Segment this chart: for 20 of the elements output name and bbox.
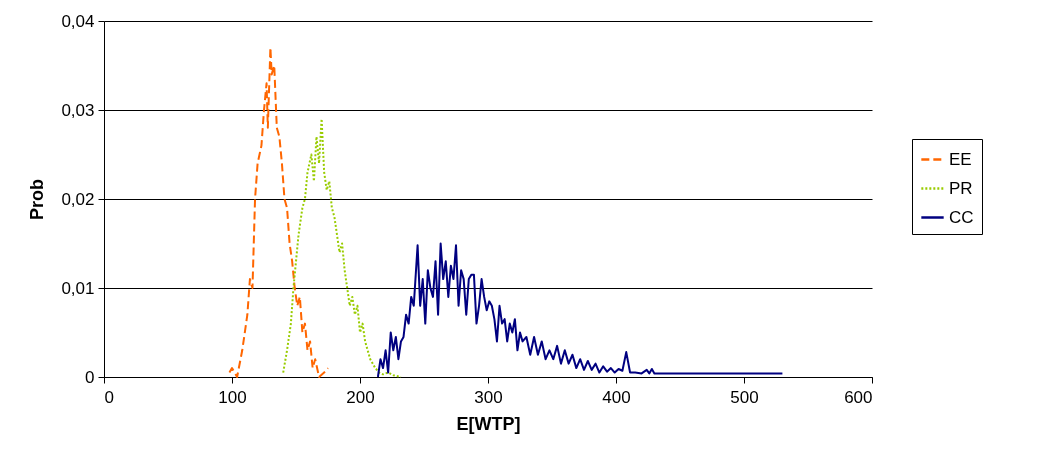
x-tick-label: 100 bbox=[218, 387, 247, 407]
line-series bbox=[376, 242, 784, 378]
y-axis-title: Prob bbox=[27, 178, 48, 221]
x-tick-label: 500 bbox=[730, 387, 759, 407]
x-tick-label: 400 bbox=[602, 387, 631, 407]
legend-label: CC bbox=[949, 207, 974, 227]
x-axis-title: E[WTP] bbox=[456, 413, 521, 434]
x-tick-label: 300 bbox=[474, 387, 503, 407]
y-tick-label: 0 bbox=[85, 367, 95, 387]
legend-label: PR bbox=[949, 178, 973, 198]
legend-label: EE bbox=[949, 149, 972, 169]
x-tick-label: 0 bbox=[104, 387, 114, 407]
x-tick-label: 600 bbox=[844, 387, 873, 407]
y-tick-label: 0,04 bbox=[61, 11, 95, 31]
y-tick-label: 0,03 bbox=[61, 100, 95, 120]
line-series bbox=[282, 117, 402, 378]
y-tick-label: 0,02 bbox=[61, 189, 95, 209]
x-tick-label: 200 bbox=[346, 387, 375, 407]
line-series bbox=[228, 46, 329, 378]
y-tick-label: 0,01 bbox=[61, 278, 95, 298]
